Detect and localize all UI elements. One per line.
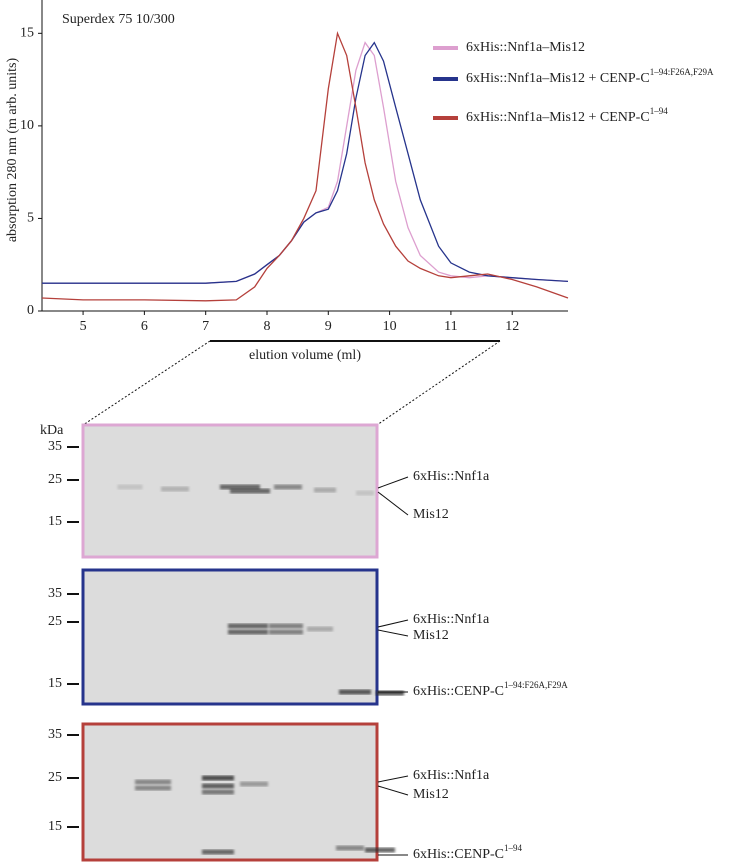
band-label-text: Mis12	[413, 628, 449, 643]
marker-label: 35	[48, 727, 62, 742]
gel-band	[240, 781, 268, 787]
gel-band	[135, 779, 171, 785]
band-pointer	[377, 629, 409, 637]
band-label: 6xHis::Nnf1a	[413, 469, 490, 484]
band-label-text: 6xHis::CENP-C	[413, 847, 504, 862]
band-label-superscript: 1–94:F26A,F29A	[504, 680, 568, 690]
legend-label-text: 6xHis::Nnf1a–Mis12 + CENP-C	[466, 71, 650, 86]
gel-band	[228, 623, 268, 629]
series-line	[41, 30, 569, 302]
x-tick-label: 10	[383, 319, 397, 334]
marker-label: 25	[48, 614, 62, 629]
gel-band	[135, 785, 171, 791]
band-label: 6xHis::CENP-C1–94	[413, 843, 523, 862]
band-label-text: Mis12	[413, 507, 449, 522]
legend-label-text: 6xHis::Nnf1a–Mis12 + CENP-C	[466, 110, 650, 125]
band-pointer	[377, 619, 409, 628]
band-label-text: 6xHis::Nnf1a	[413, 469, 490, 484]
marker-label: 35	[48, 439, 62, 454]
x-tick-label: 12	[505, 319, 519, 334]
gel-band	[365, 847, 395, 853]
band-label: 6xHis::Nnf1a	[413, 612, 490, 627]
series-line	[42, 41, 569, 284]
gel-band	[228, 629, 268, 635]
legend-label: 6xHis::Nnf1a–Mis12 + CENP-C1–94	[466, 106, 668, 125]
band-pointer	[377, 476, 409, 489]
x-tick-label: 6	[141, 319, 148, 334]
gel-band	[269, 629, 303, 635]
band-label: Mis12	[413, 787, 449, 802]
band-label: 6xHis::CENP-C1–94:F26A,F29A	[413, 680, 568, 699]
band-label-text: Mis12	[413, 787, 449, 802]
gel-band	[376, 690, 404, 696]
gel-band	[202, 775, 234, 781]
marker-label: 25	[48, 472, 62, 487]
gel-band	[117, 484, 143, 490]
gel-band	[202, 789, 234, 795]
band-label-superscript: 1–94	[504, 843, 523, 853]
gel-band	[356, 490, 374, 496]
x-axis-label: elution volume (ml)	[249, 348, 361, 363]
y-axis-label: absorption 280 nm (m arb. units)	[5, 58, 20, 243]
y-tick-label: 15	[20, 26, 34, 41]
band-label: Mis12	[413, 628, 449, 643]
gel-band	[307, 626, 333, 632]
bracket	[82, 340, 501, 426]
gel-band	[269, 623, 303, 629]
x-tick-label: 5	[80, 319, 87, 334]
x-tick-label: 8	[263, 319, 270, 334]
marker-label: 15	[48, 819, 62, 834]
gel-band	[230, 488, 270, 494]
legend-label-superscript: 1–94	[650, 106, 669, 116]
gel-band	[274, 484, 302, 490]
x-tick-label: 11	[444, 319, 457, 334]
band-label: 6xHis::Nnf1a	[413, 768, 490, 783]
x-tick-label: 7	[202, 319, 209, 334]
legend-label: 6xHis::Nnf1a–Mis12 + CENP-C1–94:F26A,F29…	[466, 67, 714, 86]
gel-band	[336, 845, 364, 851]
band-pointer	[377, 491, 409, 516]
kda-label: kDa	[40, 423, 64, 438]
gel-band	[220, 484, 260, 490]
legend-label-text: 6xHis::Nnf1a–Mis12	[466, 40, 585, 55]
marker-label: 15	[48, 514, 62, 529]
gel-band	[161, 486, 189, 492]
band-pointer	[377, 785, 409, 796]
annotation: Superdex 75 10/300	[62, 12, 175, 27]
band-label: Mis12	[413, 507, 449, 522]
marker-label: 25	[48, 770, 62, 785]
band-label-text: 6xHis::CENP-C	[413, 684, 504, 699]
y-tick-label: 5	[27, 211, 34, 226]
marker-label: 15	[48, 676, 62, 691]
y-tick-label: 0	[27, 303, 34, 318]
gel-band	[202, 849, 234, 855]
y-tick-label: 10	[20, 118, 34, 133]
gel-band	[314, 487, 336, 493]
band-pointer	[377, 775, 409, 783]
gel-image	[81, 568, 379, 706]
legend-label: 6xHis::Nnf1a–Mis12	[466, 40, 585, 55]
gel-band	[339, 689, 371, 695]
gel-band	[202, 783, 234, 789]
legend-label-superscript: 1–94:F26A,F29A	[650, 67, 714, 77]
x-tick-label: 9	[325, 319, 332, 334]
band-label-text: 6xHis::Nnf1a	[413, 768, 490, 783]
band-label-text: 6xHis::Nnf1a	[413, 612, 490, 627]
marker-label: 35	[48, 586, 62, 601]
